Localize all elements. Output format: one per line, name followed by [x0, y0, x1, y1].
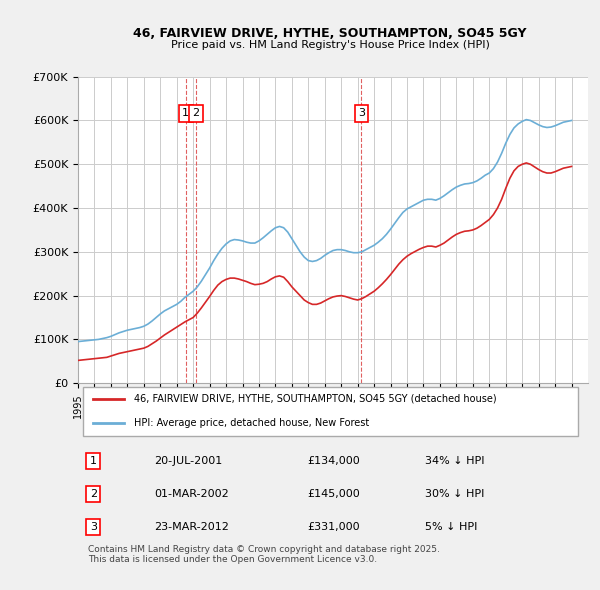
Text: 2: 2 [193, 109, 200, 119]
Text: 46, FAIRVIEW DRIVE, HYTHE, SOUTHAMPTON, SO45 5GY (detached house): 46, FAIRVIEW DRIVE, HYTHE, SOUTHAMPTON, … [134, 394, 497, 404]
Text: £145,000: £145,000 [308, 489, 360, 499]
Text: 5% ↓ HPI: 5% ↓ HPI [425, 522, 477, 532]
Text: 01-MAR-2002: 01-MAR-2002 [155, 489, 229, 499]
Text: 30% ↓ HPI: 30% ↓ HPI [425, 489, 484, 499]
Text: 3: 3 [90, 522, 97, 532]
Text: 20-JUL-2001: 20-JUL-2001 [155, 456, 223, 466]
FancyBboxPatch shape [83, 387, 578, 436]
Text: Contains HM Land Registry data © Crown copyright and database right 2025.
This d: Contains HM Land Registry data © Crown c… [88, 545, 440, 565]
Text: 3: 3 [358, 109, 365, 119]
Text: Price paid vs. HM Land Registry's House Price Index (HPI): Price paid vs. HM Land Registry's House … [170, 40, 490, 50]
Text: £134,000: £134,000 [308, 456, 360, 466]
Text: £331,000: £331,000 [308, 522, 360, 532]
Text: 1: 1 [182, 109, 189, 119]
Text: 2: 2 [90, 489, 97, 499]
Text: 1: 1 [90, 456, 97, 466]
Text: 23-MAR-2012: 23-MAR-2012 [155, 522, 229, 532]
Text: 34% ↓ HPI: 34% ↓ HPI [425, 456, 484, 466]
Text: 46, FAIRVIEW DRIVE, HYTHE, SOUTHAMPTON, SO45 5GY: 46, FAIRVIEW DRIVE, HYTHE, SOUTHAMPTON, … [133, 27, 527, 40]
Text: HPI: Average price, detached house, New Forest: HPI: Average price, detached house, New … [134, 418, 370, 428]
